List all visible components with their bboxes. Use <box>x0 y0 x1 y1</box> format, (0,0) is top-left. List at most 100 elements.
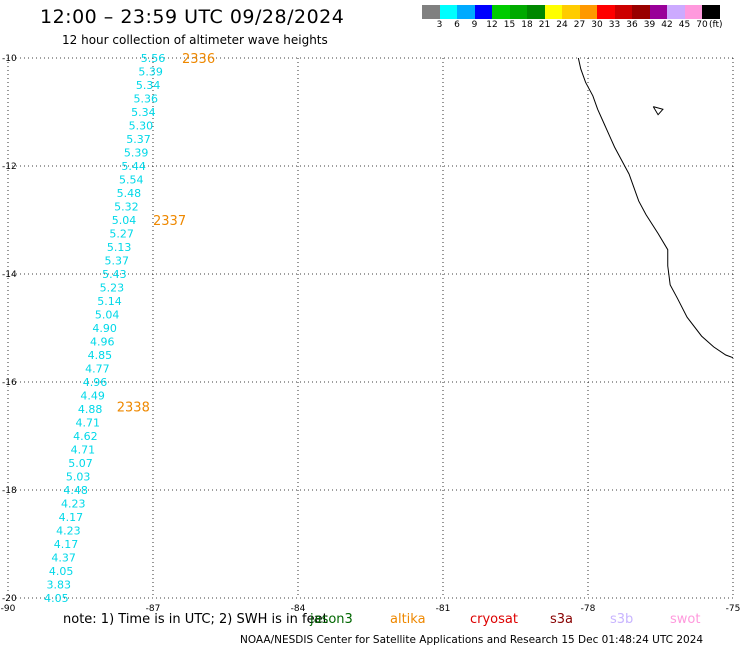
legend-label: 6 <box>454 20 460 30</box>
x-tick-label: -87 <box>146 604 161 614</box>
legend-label: 18 <box>521 20 533 30</box>
wave-height-label: 5.44 <box>121 160 146 173</box>
wave-height-label: 5.04 <box>112 214 137 227</box>
page-subtitle: 12 hour collection of altimeter wave hei… <box>62 33 328 47</box>
wave-height-label: 5.23 <box>100 282 125 295</box>
wave-height-label: 3.83 <box>47 579 72 592</box>
orbit-number-label: 2337 <box>153 214 186 229</box>
legend-swatch <box>492 5 510 19</box>
legend-swatch <box>544 5 562 19</box>
wave-height-label: 5.56 <box>141 52 166 65</box>
wave-height-label: 4.49 <box>80 390 105 403</box>
legend-swatch <box>614 5 632 19</box>
legend-swatch <box>527 5 545 19</box>
legend-swatch <box>457 5 475 19</box>
wave-height-label: 5.36 <box>134 93 159 106</box>
y-tick-label: -16 <box>2 378 17 388</box>
wave-height-label: 5.37 <box>105 255 130 268</box>
y-tick-label: -18 <box>2 486 17 496</box>
wave-height-label: 4.88 <box>78 403 103 416</box>
legend-label: 39 <box>643 20 656 30</box>
legend-label: 42 <box>661 20 673 30</box>
wave-height-label: 4.62 <box>73 430 98 443</box>
wave-height-label: 5.43 <box>102 268 127 281</box>
x-tick-label: -84 <box>291 604 306 614</box>
wave-height-label: 5.13 <box>107 241 132 254</box>
legend-labels: 3 6 9 12 15 18 21 24 27 30 33 36 39 42 45 70 (ft) <box>422 19 740 31</box>
wave-height-label: 4.23 <box>61 498 86 511</box>
wave-height-label: 5.34 <box>131 106 156 119</box>
legend-swatch <box>422 5 440 19</box>
wave-height-label: 5.54 <box>119 174 144 187</box>
y-tick-label: -10 <box>2 54 17 64</box>
wave-height-label: 5.27 <box>109 228 134 241</box>
wave-height-label: 4.48 <box>63 484 88 497</box>
wave-height-label: 4.71 <box>76 417 101 430</box>
wave-height-label: 4.05 <box>49 565 74 578</box>
legend-swatch <box>667 5 685 19</box>
legend-swatch <box>474 5 492 19</box>
satellite-name-altika: altika <box>390 612 426 627</box>
wave-height-label: 4.37 <box>51 552 76 565</box>
legend-swatches <box>422 5 740 19</box>
wave-height-label: 4.85 <box>88 349 113 362</box>
wave-height-label: 5.14 <box>97 295 122 308</box>
legend-swatch <box>632 5 650 19</box>
x-tick-label: -90 <box>1 604 16 614</box>
wave-height-label: 5.39 <box>138 66 163 79</box>
wave-height-label: 4.96 <box>90 336 115 349</box>
footer-credit: NOAA/NESDIS Center for Satellite Applica… <box>240 634 704 646</box>
y-tick-label: -12 <box>2 162 17 172</box>
wave-height-label: 4.17 <box>59 511 84 524</box>
color-legend: 3 6 9 12 15 18 21 24 27 30 33 36 39 42 45 70 (ft) <box>422 5 740 31</box>
wave-height-label: 5.34 <box>136 79 161 92</box>
wave-height-label: 4.71 <box>71 444 96 457</box>
legend-swatch <box>509 5 527 19</box>
legend-label: 15 <box>503 20 516 30</box>
legend-unit: (ft) <box>709 20 723 30</box>
legend-label: 12 <box>486 20 498 30</box>
legend-label: 27 <box>573 20 586 30</box>
legend-label: 21 <box>538 20 551 30</box>
wave-height-label: 5.48 <box>117 187 142 200</box>
legend-label: 9 <box>471 20 478 30</box>
page-title: 12:00 – 23:59 UTC 09/28/2024 <box>40 6 345 28</box>
footer-note: note: 1) Time is in UTC; 2) SWH is in fe… <box>63 612 328 627</box>
legend-label: 33 <box>608 20 621 30</box>
satellite-name-swot: swot <box>670 612 701 627</box>
wave-height-label: 5.39 <box>124 147 149 160</box>
wave-height-label: 5.03 <box>66 471 91 484</box>
wave-height-label: 5.37 <box>126 133 151 146</box>
wave-height-label: 4.96 <box>83 376 108 389</box>
legend-swatch <box>597 5 615 19</box>
wave-height-label: 5.30 <box>129 120 154 133</box>
legend-swatch <box>702 5 720 19</box>
legend-label: 36 <box>626 20 638 30</box>
legend-label: 24 <box>556 20 568 30</box>
y-tick-label: -20 <box>2 594 17 604</box>
satellite-name-jason3: jason3 <box>310 612 353 627</box>
wave-height-label: 4.77 <box>85 363 110 376</box>
satellite-name-s3a: s3a <box>550 612 574 627</box>
x-tick-label: -75 <box>726 604 740 614</box>
wave-height-label: 4.90 <box>92 322 117 335</box>
legend-swatch <box>439 5 457 19</box>
island-outline <box>652 106 664 116</box>
legend-swatch <box>649 5 667 19</box>
legend-label: 3 <box>436 20 443 30</box>
legend-swatch <box>562 5 580 19</box>
wave-height-label: 5.07 <box>68 457 93 470</box>
x-tick-label: -78 <box>581 604 596 614</box>
wave-height-label: 5.04 <box>95 309 120 322</box>
coastline <box>577 57 734 359</box>
legend-swatch <box>579 5 597 19</box>
x-tick-label: -81 <box>436 604 451 614</box>
wave-height-label: 5.32 <box>114 201 139 214</box>
satellite-name-cryosat: cryosat <box>470 612 518 627</box>
wave-height-label: 4.23 <box>56 525 81 538</box>
satellite-name-s3b: s3b <box>610 612 634 627</box>
legend-label: 70 <box>696 20 708 30</box>
legend-label: 30 <box>591 20 603 30</box>
orbit-number-label: 2338 <box>117 400 150 415</box>
